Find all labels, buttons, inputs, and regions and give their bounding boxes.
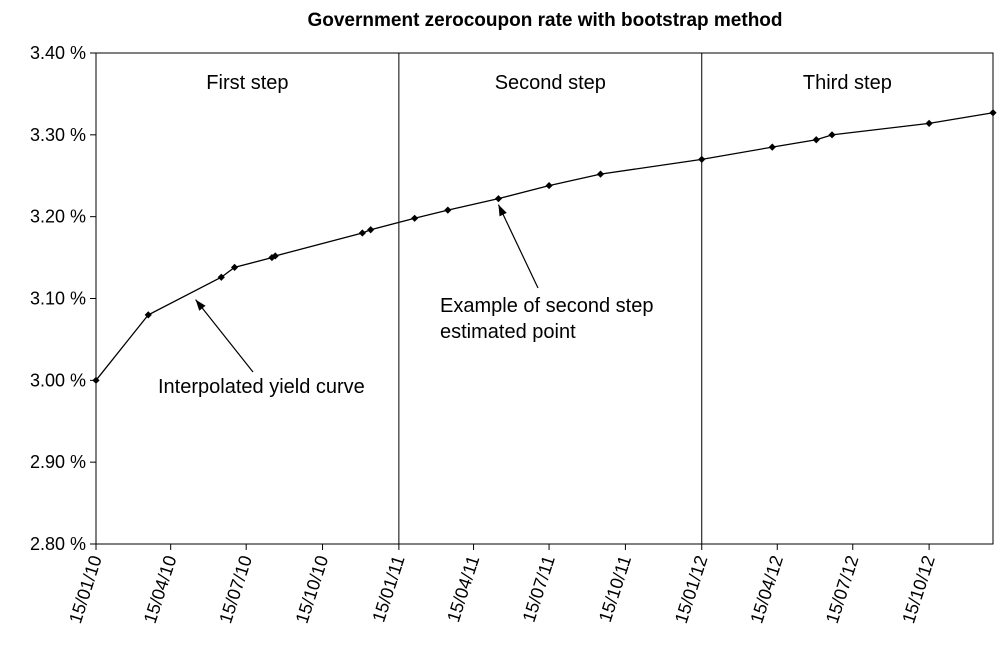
y-tick-label: 3.20 % — [30, 207, 86, 227]
data-point — [358, 229, 366, 237]
data-point — [367, 226, 375, 234]
data-point — [596, 170, 605, 178]
data-point — [92, 376, 100, 384]
x-tick-label: 15/10/12 — [898, 553, 939, 626]
x-tick-label: 15/01/12 — [671, 553, 712, 626]
y-tick-label: 3.30 % — [30, 125, 86, 145]
data-point — [494, 195, 503, 203]
x-tick-label: 15/07/10 — [215, 553, 256, 626]
y-tick-label: 2.80 % — [30, 534, 86, 554]
data-point — [271, 252, 279, 260]
data-point — [698, 155, 706, 163]
data-point — [545, 181, 553, 190]
section-label: Third step — [803, 72, 892, 94]
annotation-arrow-line — [195, 299, 254, 373]
annotation-text: estimated point — [440, 321, 576, 343]
data-point — [144, 311, 152, 319]
chart-title: Government zerocoupon rate with bootstra… — [307, 10, 782, 31]
data-point — [230, 263, 239, 272]
x-tick-label: 15/01/11 — [368, 553, 408, 625]
x-tick-label: 15/01/10 — [65, 553, 106, 626]
data-point — [444, 206, 452, 214]
annotation-text: Example of second step — [440, 295, 653, 317]
data-point — [828, 131, 836, 139]
section-label: Second step — [495, 72, 606, 94]
annotation-arrow-line — [497, 204, 539, 289]
annotation-arrow-head — [498, 204, 507, 217]
x-tick-label: 15/04/11 — [443, 553, 483, 625]
x-tick-label: 15/04/12 — [746, 553, 787, 626]
data-point — [989, 109, 997, 117]
annotation-arrow-head — [195, 299, 206, 311]
x-tick-label: 15/04/10 — [140, 553, 181, 626]
x-tick-label: 15/10/11 — [595, 553, 635, 625]
y-tick-label: 3.00 % — [30, 370, 86, 390]
data-point — [217, 273, 225, 281]
x-tick-label: 15/07/11 — [519, 553, 559, 625]
data-point — [411, 214, 419, 222]
data-point — [268, 253, 276, 262]
x-tick-label: 15/10/10 — [292, 553, 333, 626]
x-tick-label: 15/07/12 — [822, 553, 863, 626]
data-point — [925, 119, 933, 127]
annotation-text: Interpolated yield curve — [158, 376, 365, 398]
y-tick-label: 2.90 % — [30, 452, 86, 472]
plot-area: 3.40 % 3.30 % 3.20 % 3.10 % 3.00 % 2.90 % 2.80… — [30, 43, 997, 626]
data-point — [768, 143, 776, 151]
y-tick-label: 3.10 % — [30, 289, 86, 309]
data-point — [812, 136, 820, 144]
y-tick-label: 3.40 % — [30, 43, 86, 63]
section-label: First step — [206, 72, 288, 94]
